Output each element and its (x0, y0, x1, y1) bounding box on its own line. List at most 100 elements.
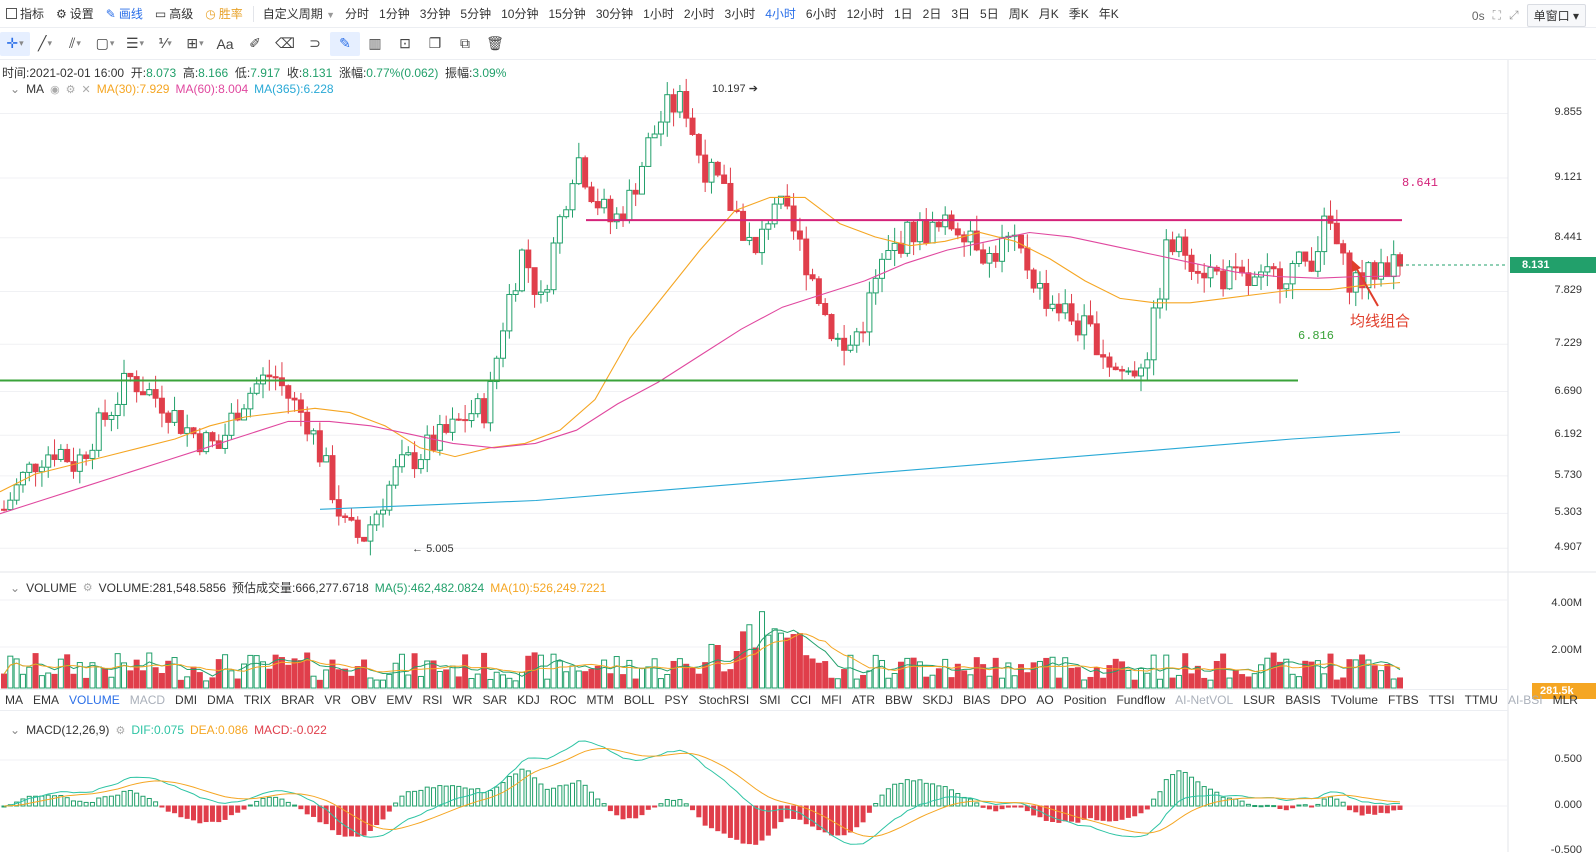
indicator-tab-macd[interactable]: MACD (129, 693, 166, 707)
indicator-tab-atr[interactable]: ATR (851, 693, 876, 707)
custom-period-dropdown[interactable]: 自定义周期 ▼ (262, 7, 336, 21)
period-6[interactable]: 30分钟 (595, 7, 634, 21)
indicator-tab-lsur[interactable]: LSUR (1243, 693, 1276, 707)
gear-icon[interactable]: ⚙ (82, 582, 93, 594)
indicator-tab-bias[interactable]: BIAS (963, 693, 991, 707)
period-5[interactable]: 15分钟 (548, 7, 586, 21)
collapse-chevron-icon[interactable]: ⌄ (10, 580, 21, 595)
measure-tool[interactable]: ⊞ ▾ (186, 35, 204, 51)
period-15[interactable]: 3日 (951, 7, 971, 21)
indicator-tab-volume[interactable]: VOLUME (69, 693, 120, 707)
period-4[interactable]: 10分钟 (501, 7, 539, 21)
indicator-tab-skdj[interactable]: SKDJ (922, 693, 954, 707)
indicator-tab-cci[interactable]: CCI (790, 693, 812, 707)
gear-icon[interactable]: ⚙ (115, 724, 126, 737)
period-12[interactable]: 12小时 (846, 7, 884, 21)
period-19[interactable]: 季K (1068, 7, 1089, 21)
period-11[interactable]: 6小时 (805, 7, 837, 21)
crosshair-tool[interactable]: ✛ ▾ (0, 31, 30, 56)
copy-tool[interactable]: ❐ (420, 32, 450, 56)
draw-line-menu[interactable]: ✎ 画线 (105, 6, 143, 22)
period-18[interactable]: 月K (1038, 7, 1059, 21)
indicator-tab-bbw[interactable]: BBW (885, 693, 913, 707)
indicator-menu[interactable]: 指标 (0, 0, 50, 28)
indicator-tab-dmi[interactable]: DMI (175, 693, 198, 707)
horizontal-lines-tool[interactable]: ☰ ▾ (125, 35, 145, 51)
trash-tool[interactable]: 🗑 (480, 32, 510, 56)
lock-tool[interactable]: ⊡ (390, 32, 420, 56)
fib-tool[interactable]: ⅟ ▾ (158, 35, 172, 51)
indicator-tab-ema[interactable]: EMA (33, 693, 60, 707)
indicator-tab-ai-netvol[interactable]: AI-NetVOL (1175, 693, 1234, 707)
period-17[interactable]: 周K (1008, 7, 1029, 21)
indicator-tab-mlr[interactable]: MLR (1552, 693, 1578, 707)
indicator-tab-brar[interactable]: BRAR (281, 693, 315, 707)
ruler-tool[interactable]: ▥ (360, 32, 390, 56)
period-14[interactable]: 2日 (922, 7, 942, 21)
settings-menu[interactable]: ⚙ 设置 (56, 6, 94, 22)
win-rate-menu[interactable]: ◷ 胜率 (205, 6, 243, 22)
indicator-tab-mfi[interactable]: MFI (821, 693, 842, 707)
indicator-tab-tvolume[interactable]: TVolume (1330, 693, 1378, 707)
pencil-tool[interactable]: ✎ (330, 31, 360, 56)
candle-body (645, 137, 652, 167)
macd-bar (759, 805, 765, 841)
indicator-tab-ftbs[interactable]: FTBS (1387, 693, 1419, 707)
indicator-tab-dma[interactable]: DMA (207, 693, 234, 707)
indicator-tab-wr[interactable]: WR (452, 693, 473, 707)
macd-bar (841, 805, 847, 836)
brush-tool[interactable]: ✐ (240, 32, 270, 56)
period-2[interactable]: 3分钟 (419, 7, 451, 21)
indicator-tab-roc[interactable]: ROC (549, 693, 577, 707)
indicator-tab-rsi[interactable]: RSI (422, 693, 443, 707)
gear-icon[interactable]: ⚙ (65, 83, 76, 96)
period-20[interactable]: 年K (1098, 7, 1119, 21)
indicator-tab-basis[interactable]: BASIS (1285, 693, 1321, 707)
text-tool[interactable]: Aa (210, 32, 240, 56)
collapse-chevron-icon[interactable]: ⌄ (10, 723, 21, 737)
indicator-tab-boll[interactable]: BOLL (623, 693, 655, 707)
indicator-tab-ma[interactable]: MA (5, 693, 23, 707)
indicator-tab-trix[interactable]: TRIX (243, 693, 272, 707)
parallel-line-tool[interactable]: ⫽ ▾ (69, 35, 81, 51)
screenshot-tool[interactable]: ⧉ (450, 32, 480, 56)
indicator-tab-emv[interactable]: EMV (386, 693, 413, 707)
period-10[interactable]: 4小时 (765, 7, 796, 21)
period-16[interactable]: 5日 (980, 7, 999, 21)
window-mode-dropdown[interactable]: 单窗口 ▾ (1526, 4, 1586, 27)
period-1[interactable]: 1分钟 (379, 7, 410, 21)
indicator-tab-psy[interactable]: PSY (664, 693, 689, 707)
eraser-tool[interactable]: ⌫ (270, 32, 300, 56)
collapse-chevron-icon[interactable]: ⌄ (10, 82, 21, 96)
indicator-tab-dpo[interactable]: DPO (1000, 693, 1027, 707)
period-13[interactable]: 1日 (893, 7, 913, 21)
indicator-tab-stochrsi[interactable]: StochRSI (698, 693, 750, 707)
period-3[interactable]: 5分钟 (460, 7, 492, 21)
eye-icon[interactable]: ◉ (50, 83, 60, 96)
indicator-tab-sar[interactable]: SAR (482, 693, 508, 707)
macd-bar (1031, 805, 1037, 816)
indicator-tab-position[interactable]: Position (1063, 693, 1107, 707)
period-7[interactable]: 1小时 (643, 7, 674, 21)
indicator-tab-obv[interactable]: OBV (351, 693, 377, 707)
indicator-tab-ttsi[interactable]: TTSI (1428, 693, 1455, 707)
indicator-tab-kdj[interactable]: KDJ (517, 693, 540, 707)
indicator-tab-vr[interactable]: VR (324, 693, 342, 707)
close-icon[interactable]: ✕ (81, 83, 91, 96)
indicator-tab-fundflow[interactable]: Fundflow (1116, 693, 1166, 707)
rectangle-tool[interactable]: ▢ ▾ (95, 35, 115, 51)
period-0[interactable]: 分时 (345, 7, 370, 21)
period-8[interactable]: 2小时 (683, 7, 715, 21)
expand-icon[interactable]: ⤢ (1509, 8, 1519, 22)
indicator-tab-ao[interactable]: AO (1036, 693, 1054, 707)
indicator-tab-smi[interactable]: SMI (759, 693, 781, 707)
macd-bar (765, 805, 771, 836)
trend-line-tool[interactable]: ╱ ▾ (38, 35, 52, 51)
fullscreen-icon[interactable]: ⛶ (1492, 8, 1502, 22)
period-9[interactable]: 3小时 (724, 7, 756, 21)
indicator-tab-mtm[interactable]: MTM (586, 693, 614, 707)
magnet-tool[interactable]: ⊃ (300, 32, 330, 56)
advanced-menu[interactable]: ▭ 高级 (154, 6, 194, 22)
indicator-tab-ttmu[interactable]: TTMU (1464, 693, 1498, 707)
indicator-tab-ai-bsi[interactable]: AI-BSI (1507, 693, 1543, 707)
